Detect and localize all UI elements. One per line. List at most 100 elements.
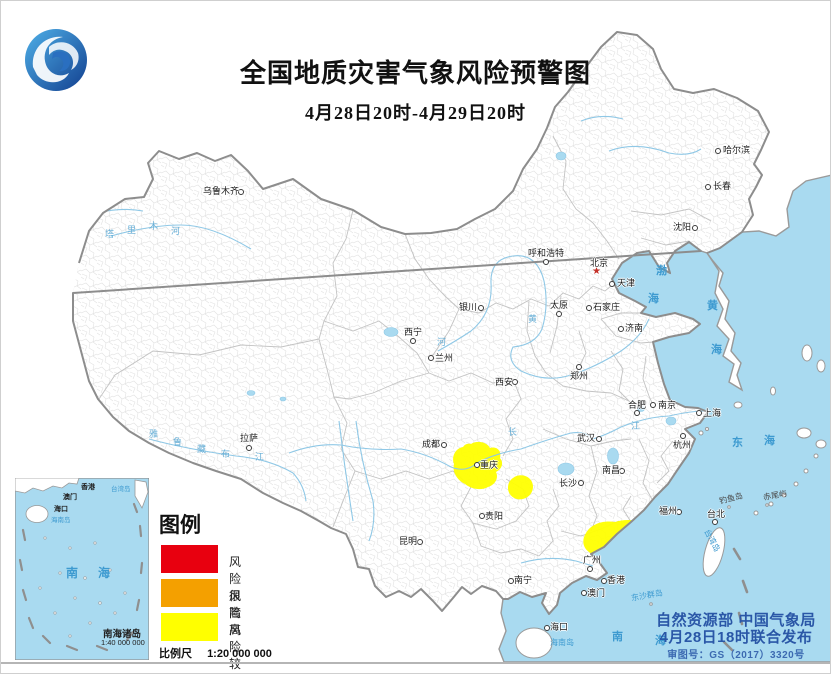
city-label: 澳门 [587, 588, 606, 598]
inset-mainland [15, 478, 80, 494]
inset-label: 澳门 [63, 494, 77, 501]
city-label: 兰州 [435, 353, 454, 363]
legend-label: 风险高 [229, 589, 243, 637]
city-label: 沈阳 [673, 222, 692, 232]
inset-label: 海 [98, 566, 111, 580]
river-name-label: 长 [508, 427, 518, 437]
risk-area-guizhou-hunan [508, 475, 533, 500]
city-label: 重庆 [480, 460, 499, 470]
inset-hainan [25, 505, 49, 523]
city-marker [619, 468, 625, 474]
city-label: 上海 [703, 408, 722, 418]
city-marker [428, 355, 434, 361]
city-marker [578, 480, 584, 486]
sea-name-label: 海 [764, 435, 775, 447]
city-marker [634, 410, 640, 416]
city-label: 天津 [617, 278, 636, 288]
scale-label: 比例尺 [159, 648, 192, 660]
islands [515, 344, 827, 659]
river-name-label: 河 [437, 337, 447, 347]
city-marker [556, 311, 562, 317]
city-marker [581, 590, 587, 596]
scale-value: 1:20 000 000 [207, 648, 272, 660]
river-name-label: 塔 [105, 229, 115, 239]
city-marker [478, 305, 484, 311]
attribution: 自然资源部 中国气象局 4月28日18时联合发布 审图号：GS（2017）332… [646, 612, 826, 664]
inset-islets [38, 536, 127, 638]
city-marker [512, 379, 518, 385]
city-label: 贵阳 [485, 511, 504, 521]
city-marker [543, 259, 549, 265]
city-label: 哈尔滨 [723, 145, 751, 155]
cma-logo [25, 29, 87, 91]
legend-label: 风险很高 [229, 555, 243, 620]
inset-label: 海南岛 [51, 517, 71, 524]
river-name-label: 雅 [149, 429, 159, 439]
south-china-sea-inset [15, 478, 149, 660]
inset-label: 南 [66, 566, 79, 580]
taiwan-island [702, 527, 726, 577]
attribution-map-number: 审图号：GS（2017）3320号 [667, 650, 805, 661]
city-label: 南宁 [514, 575, 533, 585]
map-header: 全国地质灾害气象风险预警图 4月28日20时-4月29日20时 [1, 53, 830, 125]
city-label: 拉萨 [240, 433, 259, 443]
river-name-label: 黄 [528, 314, 538, 324]
city-marker [441, 442, 447, 448]
sea-name-label: 海 [648, 293, 659, 305]
city-marker [618, 326, 624, 332]
capital-label: 北京 [590, 258, 609, 268]
inset-label: 海口 [54, 506, 68, 513]
city-label: 济南 [625, 323, 644, 333]
legend-title: 图例 [159, 513, 201, 537]
sea-name-label: 海 [655, 635, 666, 647]
attribution-agencies: 自然资源部 中国气象局 [656, 612, 816, 629]
city-label: 武汉 [577, 433, 596, 443]
sea-name-label: 渤 [656, 265, 667, 277]
city-marker [601, 578, 607, 584]
city-marker [238, 189, 244, 195]
legend-item: 风险高 [159, 579, 241, 637]
legend-item: 风险很高 [159, 545, 241, 620]
city-marker [479, 513, 485, 519]
city-marker [596, 436, 602, 442]
city-label: 成都 [422, 439, 441, 449]
city-marker [712, 519, 718, 525]
city-label: 呼和浩特 [528, 248, 565, 258]
capital-star-marker: ★ [592, 266, 601, 277]
river-name-label: 鲁 [173, 437, 183, 447]
city-label: 南京 [658, 400, 677, 410]
legend-swatch-1 [161, 579, 218, 607]
hainan-island [515, 627, 553, 659]
city-marker [508, 578, 514, 584]
city-marker [410, 338, 416, 344]
city-label: 杭州 [673, 440, 692, 450]
inset-taiwan [134, 479, 149, 509]
city-marker [650, 402, 656, 408]
national-boundary [72, 31, 770, 615]
city-label: 郑州 [570, 371, 589, 381]
city-label: 长沙 [559, 478, 578, 488]
legend-swatch-2 [161, 613, 218, 641]
city-label: 石家庄 [593, 302, 621, 312]
city-marker [544, 625, 550, 631]
inset-label: 香港 [81, 484, 95, 491]
river-name-label: 布 [221, 449, 231, 459]
river-name-label: 藏 [197, 444, 207, 454]
city-marker [680, 433, 686, 439]
sea-name-label: 海 [711, 344, 722, 356]
inset-label: 南海诸岛 [103, 629, 142, 640]
city-marker [474, 462, 480, 468]
city-label: 合肥 [628, 400, 647, 410]
city-marker [576, 364, 582, 370]
legend-swatch-0 [161, 545, 218, 573]
attribution-issue-time: 4月28日18时联合发布 [659, 629, 813, 646]
city-marker [676, 509, 682, 515]
river-name-label: 江 [631, 421, 641, 431]
legend-label: 风险较高 [229, 623, 243, 671]
city-marker [715, 148, 721, 154]
sea-name-label: 南 [612, 631, 623, 643]
city-label: 福州 [659, 506, 678, 516]
city-marker [586, 305, 592, 311]
sea-name-label: 东 [732, 437, 743, 449]
